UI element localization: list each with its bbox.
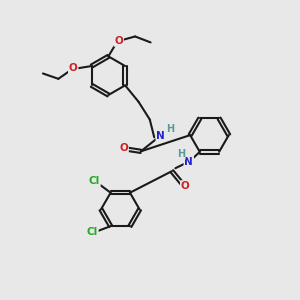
Text: H: H bbox=[177, 149, 185, 159]
Text: N: N bbox=[184, 157, 193, 167]
Text: O: O bbox=[69, 63, 78, 74]
Text: Cl: Cl bbox=[87, 226, 98, 236]
Text: N: N bbox=[156, 131, 165, 141]
Text: O: O bbox=[119, 143, 128, 153]
Text: O: O bbox=[114, 36, 123, 46]
Text: O: O bbox=[181, 181, 190, 191]
Text: H: H bbox=[166, 124, 174, 134]
Text: Cl: Cl bbox=[88, 176, 100, 186]
